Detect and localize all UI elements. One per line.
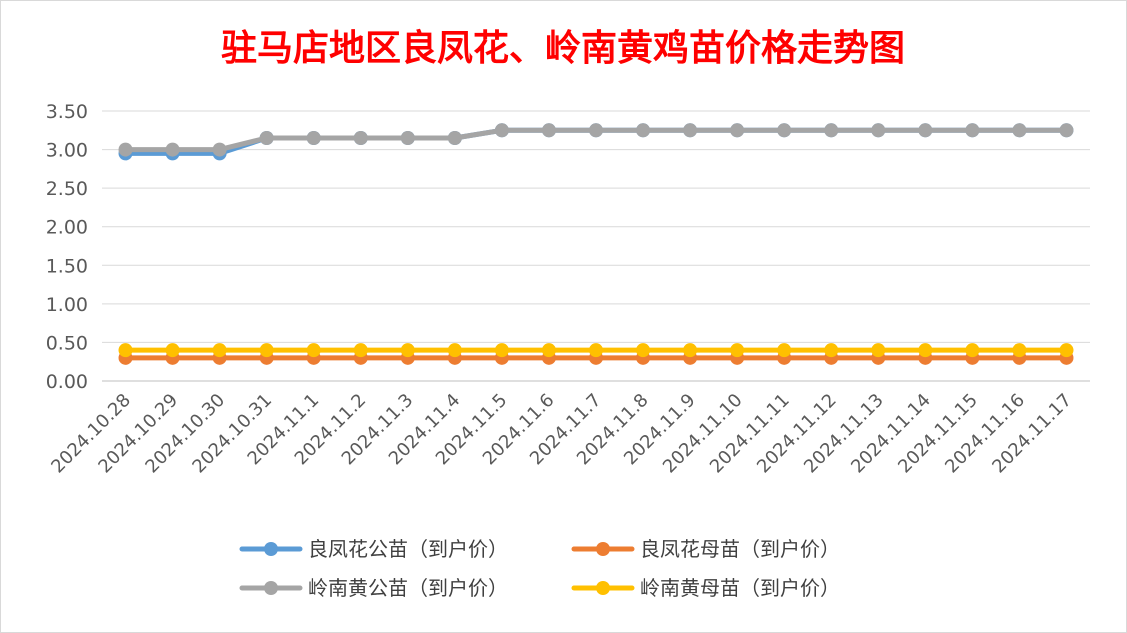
data-point	[165, 343, 180, 358]
data-point	[400, 343, 415, 358]
data-point	[118, 343, 133, 358]
legend-item: 岭南黄母苗（到户价）	[571, 576, 840, 600]
y-tick-label: 2.50	[46, 178, 88, 200]
data-point	[589, 123, 603, 138]
data-point	[918, 123, 933, 138]
y-tick-label: 1.50	[46, 255, 88, 277]
legend-item: 岭南黄公苗（到户价）	[239, 576, 508, 600]
legend-swatch-marker	[264, 542, 278, 556]
data-point	[494, 123, 509, 138]
data-point	[683, 123, 698, 138]
data-point	[730, 343, 745, 358]
chart-title: 驻马店地区良凤花、岭南黄鸡苗价格走势图	[221, 27, 905, 69]
data-point	[306, 343, 321, 358]
data-point	[212, 142, 227, 157]
data-point	[541, 343, 556, 358]
y-tick-label: 1.00	[46, 294, 88, 316]
data-point	[447, 131, 462, 145]
data-point	[777, 343, 792, 358]
legend-swatch-marker	[264, 581, 278, 595]
legend-label: 良凤花母苗（到户价）	[640, 537, 840, 561]
data-point	[212, 343, 227, 358]
y-tick-label: 0.50	[46, 332, 88, 354]
data-point	[871, 123, 886, 138]
data-point	[824, 123, 839, 138]
data-point	[1012, 123, 1027, 138]
legend-label: 岭南黄母苗（到户价）	[640, 576, 840, 600]
data-point	[636, 123, 651, 138]
data-point	[683, 343, 698, 358]
data-point	[824, 343, 839, 358]
y-tick-label: 3.50	[46, 101, 88, 123]
data-point	[353, 343, 368, 358]
y-tick-label: 2.00	[46, 217, 88, 239]
data-point	[965, 123, 980, 138]
data-point	[447, 343, 462, 358]
data-point	[777, 123, 792, 138]
legend-swatch-marker	[596, 542, 610, 556]
data-point	[965, 343, 980, 358]
legend-item: 良凤花公苗（到户价）	[239, 537, 508, 561]
data-point	[259, 131, 274, 145]
data-point	[636, 343, 651, 358]
series-group	[118, 123, 1074, 365]
legend-swatch-marker	[596, 581, 610, 595]
data-point	[494, 343, 509, 358]
data-point	[165, 142, 180, 157]
data-point	[541, 123, 556, 138]
data-point	[1059, 343, 1074, 358]
legend-label: 岭南黄公苗（到户价）	[308, 576, 508, 600]
data-point	[353, 131, 368, 145]
gridlines	[102, 110, 1090, 382]
data-point	[259, 343, 274, 358]
data-point	[918, 343, 933, 358]
data-point	[118, 142, 133, 157]
legend: 良凤花公苗（到户价） 良凤花母苗（到户价） 岭南黄公苗（到户价） 岭南黄母苗（到户价）	[239, 537, 840, 600]
data-point	[1012, 343, 1027, 358]
legend-item: 良凤花母苗（到户价）	[571, 537, 840, 561]
x-axis: 2024.10.282024.10.292024.10.302024.10.31…	[47, 390, 1076, 478]
y-axis: 0.00 0.50 1.00 1.50 2.00 2.50 3.00 3.50	[46, 101, 88, 393]
y-tick-label: 3.00	[46, 140, 88, 162]
data-point	[589, 343, 603, 358]
data-point	[730, 123, 745, 138]
data-point	[1059, 123, 1074, 138]
y-tick-label: 0.00	[46, 371, 88, 393]
data-point	[400, 131, 415, 145]
data-point	[871, 343, 886, 358]
data-point	[306, 131, 321, 145]
legend-label: 良凤花公苗（到户价）	[308, 537, 508, 561]
